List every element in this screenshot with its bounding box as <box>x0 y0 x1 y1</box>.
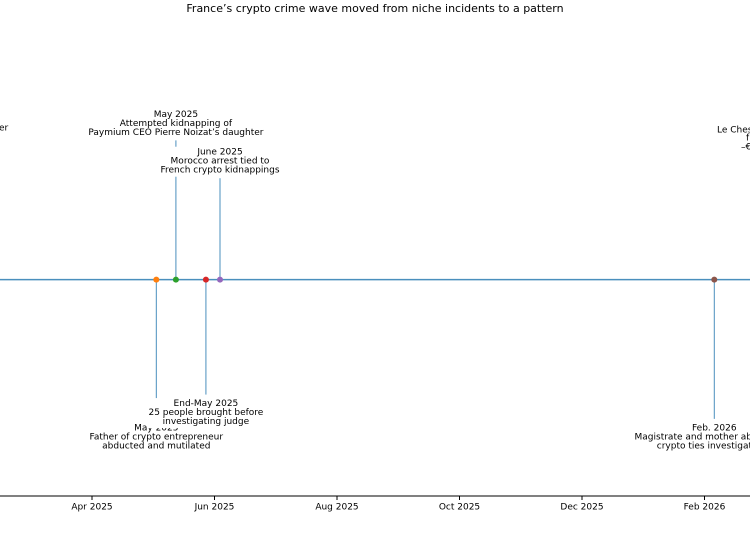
event-marker <box>153 276 160 283</box>
event-label-line: June 2025 <box>196 148 242 158</box>
x-tick-label: Aug 2025 <box>315 503 358 513</box>
x-tick-label: Jun 2025 <box>194 503 235 513</box>
cropped-label: –€ <box>741 143 750 153</box>
event-marker <box>202 276 209 283</box>
cropped-label: f <box>746 134 750 144</box>
x-tick-label: Oct 2025 <box>439 503 480 513</box>
event-label-line: 25 people brought before <box>148 408 263 418</box>
event-marker <box>217 276 224 283</box>
x-tick-label: Dec 2025 <box>560 503 603 513</box>
event-label-line: End-May 2025 <box>174 399 239 409</box>
chart-title: France’s crypto crime wave moved from ni… <box>186 2 563 15</box>
event-label-line: investigating judge <box>163 417 250 427</box>
label-box <box>86 108 266 139</box>
event-label-line: abducted and mutilated <box>102 441 210 451</box>
event-label-line: crypto ties investigat <box>657 441 750 451</box>
x-tick-label: Apr 2025 <box>71 503 112 513</box>
event-label-line: Magistrate and mother ab <box>635 432 750 442</box>
event-label-line: Morocco arrest tied to <box>171 157 270 167</box>
event-label-line: French crypto kidnappings <box>160 166 279 176</box>
event-label-line: Father of crypto entrepreneur <box>90 432 224 442</box>
x-tick-label: Feb 2026 <box>684 503 726 513</box>
event-marker <box>711 276 718 283</box>
cropped-label: er <box>0 124 9 134</box>
event-label-line: Attempted kidnapping of <box>120 119 233 129</box>
label-box <box>632 422 750 453</box>
event-label-line: Paymium CEO Pierre Noizat’s daughter <box>88 128 263 138</box>
cropped-label: Le Chesn <box>717 126 750 136</box>
event-label-line: Feb. 2026 <box>692 423 737 433</box>
label-box <box>158 146 282 177</box>
label-box <box>146 398 266 429</box>
event-label-line: May 2025 <box>154 110 198 120</box>
event-label-line: May 2025 <box>134 423 178 433</box>
event-marker <box>172 276 179 283</box>
